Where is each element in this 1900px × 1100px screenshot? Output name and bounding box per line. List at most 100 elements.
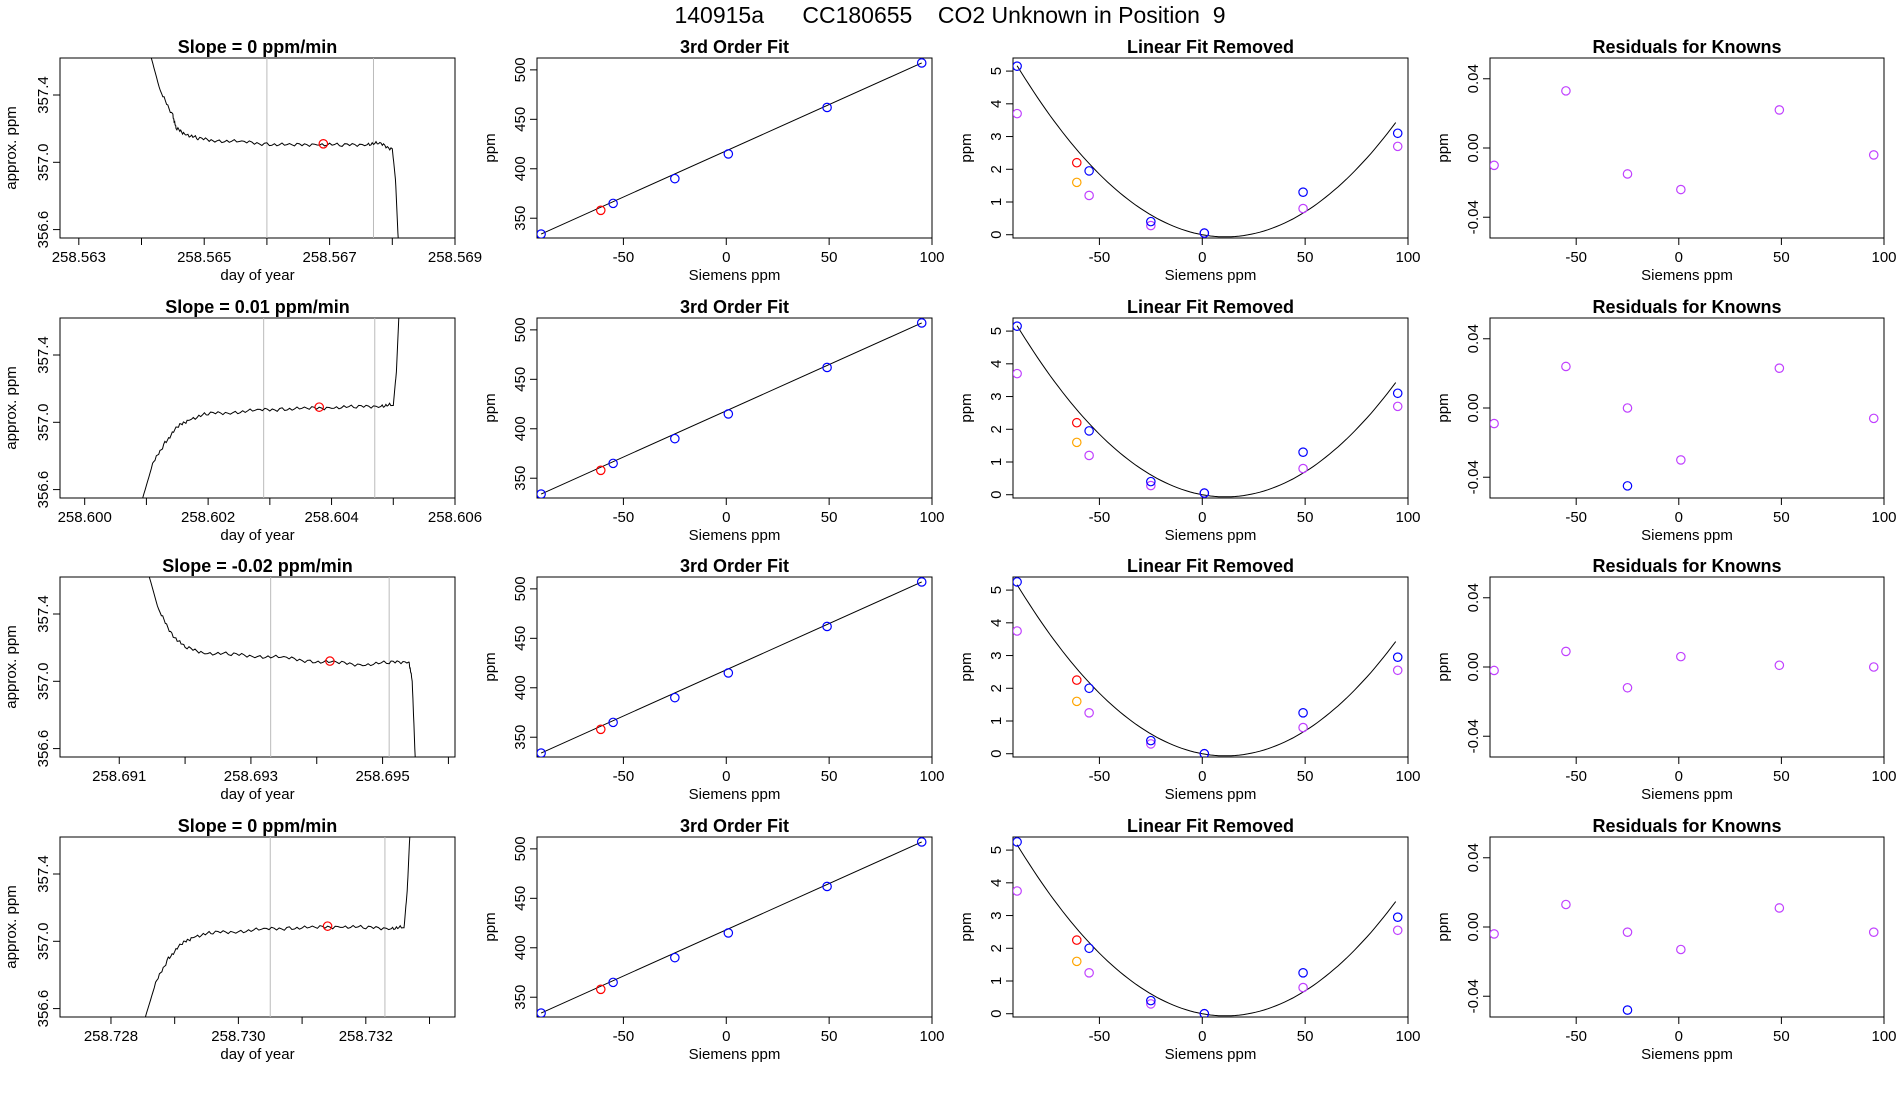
x-tick-label: -50 — [613, 509, 635, 526]
x-axis-label: Siemens ppm — [689, 267, 781, 284]
plot-frame — [1012, 576, 1409, 758]
panel-residuals-row-3: Residuals for Knowns -50 0 50 100 Siemens ppm… — [1435, 816, 1897, 1063]
y-tick-label: 450 — [512, 626, 529, 651]
known-point — [723, 928, 734, 938]
y-tick-label: 400 — [512, 935, 529, 960]
residual-point — [1868, 927, 1879, 937]
quadratic-curve — [1016, 584, 1397, 757]
y-tick-label: 3 — [988, 392, 1005, 400]
x-tick-label: 50 — [821, 249, 838, 266]
x-tick-label: 100 — [919, 249, 944, 266]
residual-point — [1676, 944, 1686, 955]
x-axis-label: Siemens ppm — [689, 786, 781, 803]
known-point — [1199, 748, 1210, 757]
fit-curve — [540, 581, 922, 754]
x-tick-label: 100 — [1871, 1028, 1896, 1045]
known-point — [723, 409, 734, 419]
x-axis-label: Siemens ppm — [1641, 1046, 1733, 1063]
plot-area — [537, 58, 927, 238]
y-tick-label: 350 — [512, 206, 529, 231]
known-point — [1146, 995, 1156, 1006]
residual-point — [1084, 190, 1094, 201]
known-point — [537, 1008, 546, 1017]
plot-area — [1013, 321, 1403, 498]
residual-point — [1084, 968, 1094, 978]
known-point — [537, 489, 546, 498]
x-tick-label: 0 — [1675, 768, 1683, 785]
x-tick-label: -50 — [1565, 509, 1587, 526]
plot-area — [148, 577, 416, 757]
x-tick-label: 100 — [1395, 509, 1420, 526]
residual-point — [1013, 108, 1022, 119]
plot-area — [537, 837, 927, 1017]
known-point — [1013, 321, 1022, 331]
x-tick-label: 50 — [821, 768, 838, 785]
y-tick-label: 357.0 — [35, 404, 52, 442]
x-tick-label: 258.691 — [92, 768, 146, 785]
ppm-trace-line — [142, 318, 400, 498]
plot-frame — [536, 57, 933, 239]
known-point — [1013, 577, 1022, 587]
residual-point — [1561, 646, 1571, 657]
quadratic-curve — [1016, 65, 1397, 238]
known-point — [822, 621, 832, 632]
x-tick-label: 50 — [1773, 249, 1790, 266]
residual-point — [1298, 203, 1308, 214]
y-tick-label: 350 — [512, 985, 529, 1010]
x-tick-label: 258.567 — [302, 249, 356, 266]
plot-frame — [1012, 317, 1409, 499]
y-tick-label: 2 — [988, 684, 1005, 692]
x-tick-label: -50 — [1089, 1028, 1111, 1045]
x-tick-label: -50 — [1565, 768, 1587, 785]
y-tick-label: 2 — [988, 165, 1005, 173]
y-tick-label: 356.6 — [35, 211, 52, 249]
y-tick-label: 356.6 — [35, 990, 52, 1028]
x-tick-label: 0 — [722, 768, 730, 785]
y-axis-label: ppm — [482, 652, 499, 681]
known-point — [537, 229, 546, 238]
panel-title: Linear Fit Removed — [1127, 816, 1294, 836]
y-axis-label: ppm — [958, 133, 975, 162]
x-tick-label: -50 — [1089, 509, 1111, 526]
y-tick-label: 1 — [988, 198, 1005, 206]
x-axis-label: Siemens ppm — [1641, 527, 1733, 544]
x-axis-label: day of year — [220, 527, 294, 544]
residual-point — [1146, 220, 1156, 231]
known-point — [1298, 968, 1308, 978]
x-axis-label: Siemens ppm — [689, 527, 781, 544]
residual-point — [1298, 722, 1308, 733]
plot-area — [1013, 837, 1403, 1017]
residual-point — [1868, 413, 1879, 424]
x-tick-label: 0 — [1198, 1028, 1206, 1045]
y-tick-label: 5 — [988, 586, 1005, 594]
x-axis-label: Siemens ppm — [689, 1046, 781, 1063]
unknown-point — [595, 465, 606, 476]
panel-residuals-row-2: Residuals for Knowns -50 0 50 100 Siemens ppm… — [1435, 556, 1897, 803]
x-tick-label: 258.602 — [181, 509, 235, 526]
y-axis-label: ppm — [1435, 133, 1452, 162]
panel-title: 3rd Order Fit — [680, 816, 789, 836]
residual-point — [1622, 403, 1633, 413]
x-tick-label: 258.693 — [224, 768, 278, 785]
x-tick-label: -50 — [613, 1028, 635, 1045]
known-point — [670, 692, 680, 703]
y-tick-label: 3 — [988, 651, 1005, 659]
residual-point — [1392, 665, 1403, 676]
fit-curve — [540, 841, 922, 1014]
x-tick-label: 258.606 — [428, 509, 482, 526]
panel-title: Residuals for Knowns — [1592, 556, 1781, 576]
known-point — [916, 318, 927, 328]
unknown-linear-point — [1071, 956, 1082, 967]
plot-area — [1490, 361, 1879, 491]
y-tick-label: 400 — [512, 416, 529, 441]
y-tick-label: 356.6 — [35, 471, 52, 509]
unknown-point — [1071, 675, 1082, 685]
panel-fit-row-3: 3rd Order Fit -50 0 50 100 Siemens ppm 350 400 4… — [482, 816, 945, 1063]
fit-curve — [540, 322, 922, 495]
x-tick-label: 100 — [919, 768, 944, 785]
y-tick-label: 0 — [988, 750, 1005, 758]
unknown-point — [595, 205, 606, 216]
